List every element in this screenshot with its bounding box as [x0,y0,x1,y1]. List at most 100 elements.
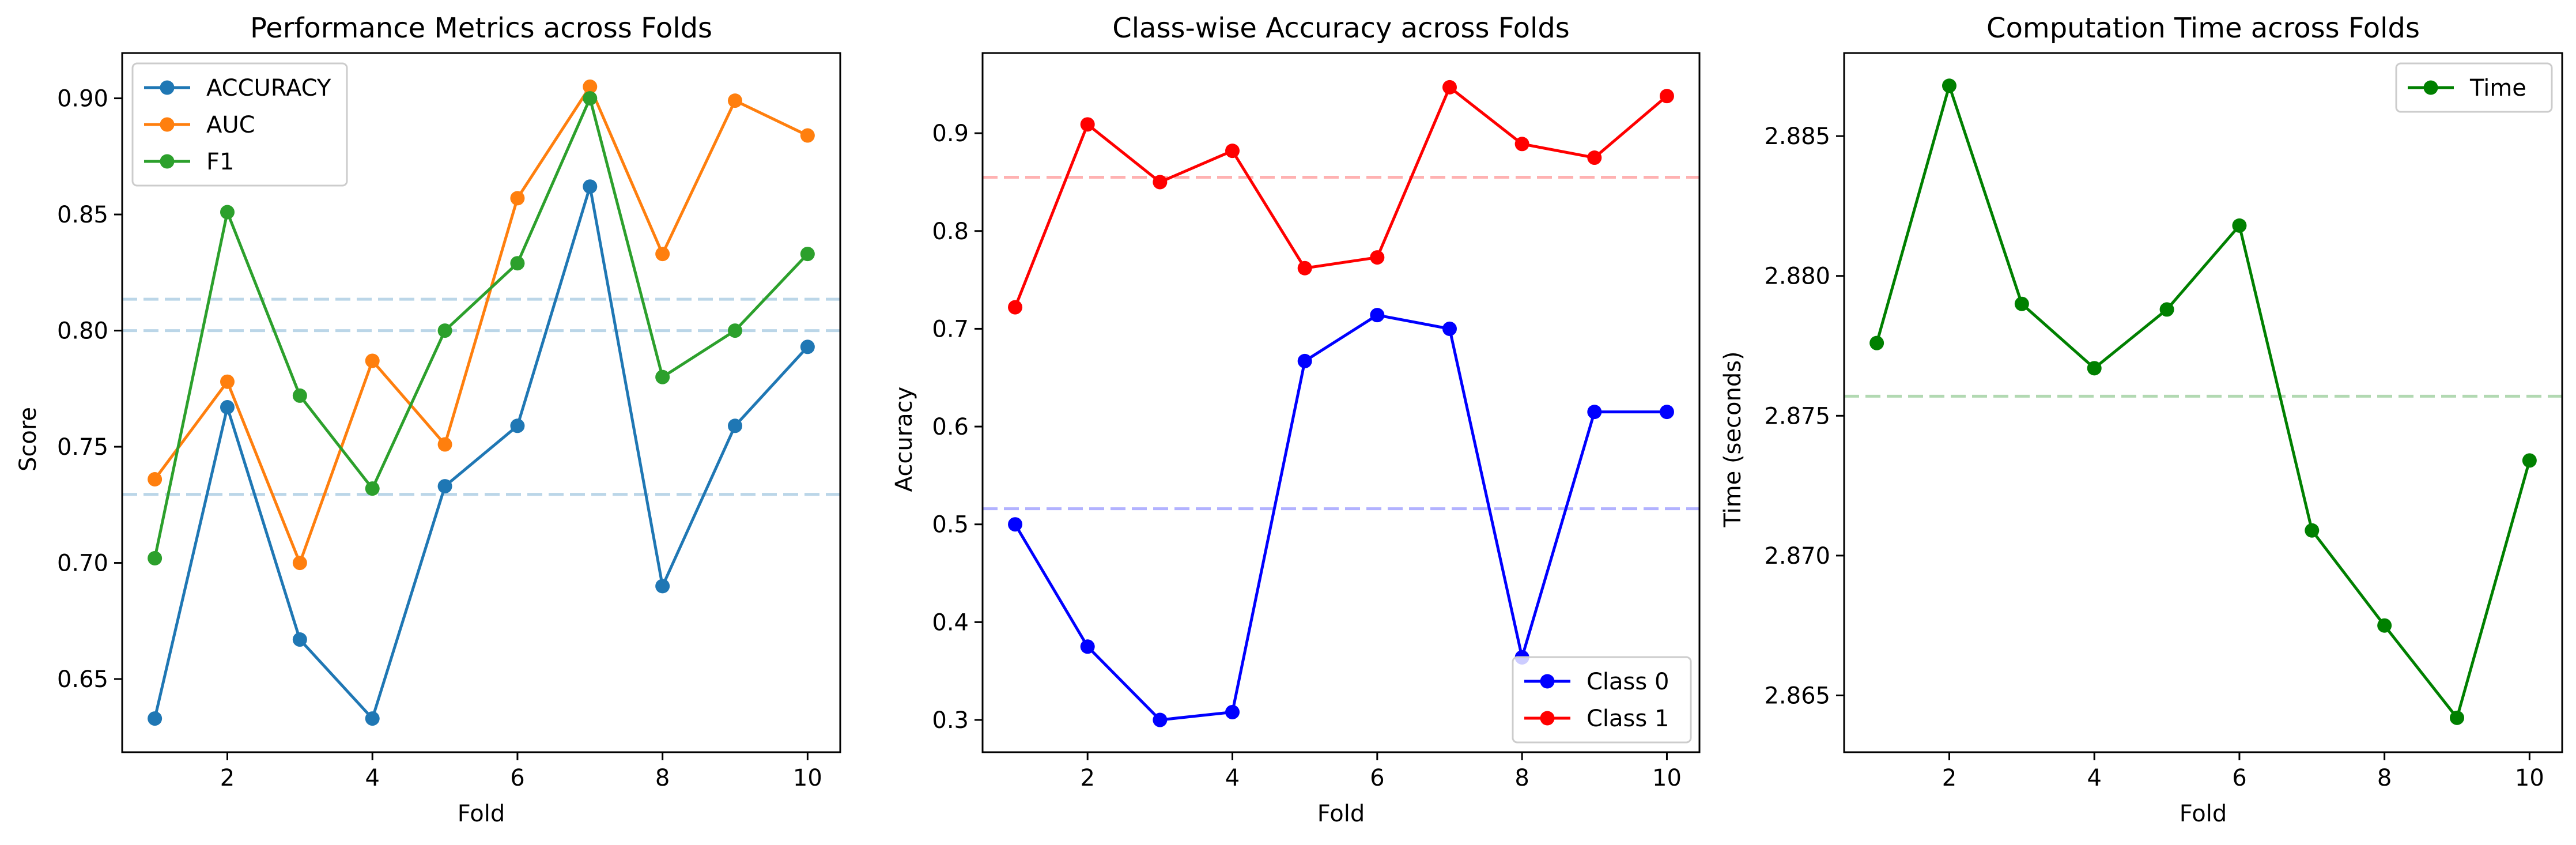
legend: Time [2395,62,2553,113]
legend-label: Class 0 [1587,669,1669,695]
series-accuracy [148,179,815,726]
series-line [153,97,809,559]
data-point [1659,405,1674,420]
data-point [728,93,743,108]
data-point [1080,117,1095,132]
chart-title: Performance Metrics across Folds [250,12,712,44]
legend-marker [160,80,175,95]
data-point [1153,175,1168,190]
data-point [365,711,380,726]
y-tick-label: 0.7 [932,316,969,342]
series-line [1875,84,2531,719]
data-point [1587,405,1602,420]
x-axis-label: Fold [2180,801,2227,827]
legend-entry: F1 [144,149,234,175]
y-tick-label: 0.3 [932,707,969,734]
legend-box [131,62,348,187]
y-tick-label: 0.4 [932,609,969,636]
y-tick-label: 0.5 [932,512,969,538]
data-point [2087,361,2102,376]
series-auc [148,79,815,571]
legend-marker [160,117,175,132]
x-tick-label: 8 [655,765,670,791]
legend-marker [2423,80,2438,95]
x-tick-label: 4 [2087,765,2101,791]
data-point [1008,517,1023,532]
data-point [1442,80,1457,95]
data-point [1659,89,1674,104]
data-point [437,323,452,338]
y-tick-label: 0.90 [57,86,108,112]
legend-label: Class 1 [1587,706,1669,732]
data-point [1153,712,1168,727]
x-tick-label: 8 [2377,765,2392,791]
x-tick-label: 4 [365,765,379,791]
y-tick-label: 2.865 [1764,683,1830,710]
data-point [583,179,598,194]
data-point [1008,300,1023,315]
y-axis-label: Accuracy [891,387,917,492]
data-point [1297,261,1312,276]
legend-entry: AUC [144,112,255,138]
data-point [510,256,525,271]
series-time [1869,78,2537,725]
legend-entry: Class 0 [1524,669,1669,695]
axes-frame [121,52,841,753]
data-point [292,556,307,571]
panel-performance-metrics: Performance Metrics across Folds Fold Sc… [15,12,841,827]
legend-marker [160,154,175,169]
legend-box [2395,62,2553,113]
data-point [655,369,670,384]
legend-label: F1 [206,149,234,175]
series-class-1 [1008,80,1674,315]
panel-computation-time: Computation Time across Folds Fold Time … [1720,12,2563,827]
data-point [220,400,235,415]
data-point [220,205,235,220]
x-tick-label: 10 [2515,765,2544,791]
data-point [148,551,163,566]
y-axis-label: Score [15,407,41,471]
data-point [1080,639,1095,654]
data-point [1587,150,1602,165]
legend-entry: Class 1 [1524,706,1669,732]
x-tick-label: 10 [793,765,822,791]
series-f1 [148,91,815,566]
data-point [2159,302,2174,317]
series-line [1014,314,1667,722]
x-axis-label: Fold [1317,801,1365,827]
y-tick-label: 0.9 [932,120,969,147]
data-point [655,579,670,594]
data-point [1225,704,1240,719]
data-point [1869,335,1884,350]
data-point [437,479,452,494]
legend-label: Time [2469,75,2526,101]
series-class-0 [1008,308,1674,727]
data-point [800,128,815,143]
legend: ACCURACY AUC F1 [131,62,348,187]
data-point [292,632,307,647]
series-line [1014,85,1668,308]
data-point [365,481,380,496]
data-point [655,247,670,262]
y-tick-label: 2.870 [1764,543,1830,569]
legend-label: ACCURACY [206,75,331,101]
data-point [800,247,815,262]
data-point [2232,218,2247,233]
data-point [148,711,163,726]
legend-box [1512,656,1692,744]
data-point [1514,137,1529,152]
y-tick-label: 2.875 [1764,403,1830,429]
data-point [2305,523,2320,538]
y-tick-label: 0.65 [57,666,108,693]
y-tick-label: 0.8 [932,218,969,245]
x-tick-label: 8 [1514,765,1529,791]
data-point [437,437,452,452]
y-tick-label: 0.85 [57,202,108,228]
x-tick-label: 10 [1652,765,1682,791]
data-point [1370,250,1385,265]
series-line [153,85,809,565]
chart-title: Class-wise Accuracy across Folds [1112,12,1570,44]
legend-label: AUC [206,112,255,138]
data-point [2014,296,2029,311]
